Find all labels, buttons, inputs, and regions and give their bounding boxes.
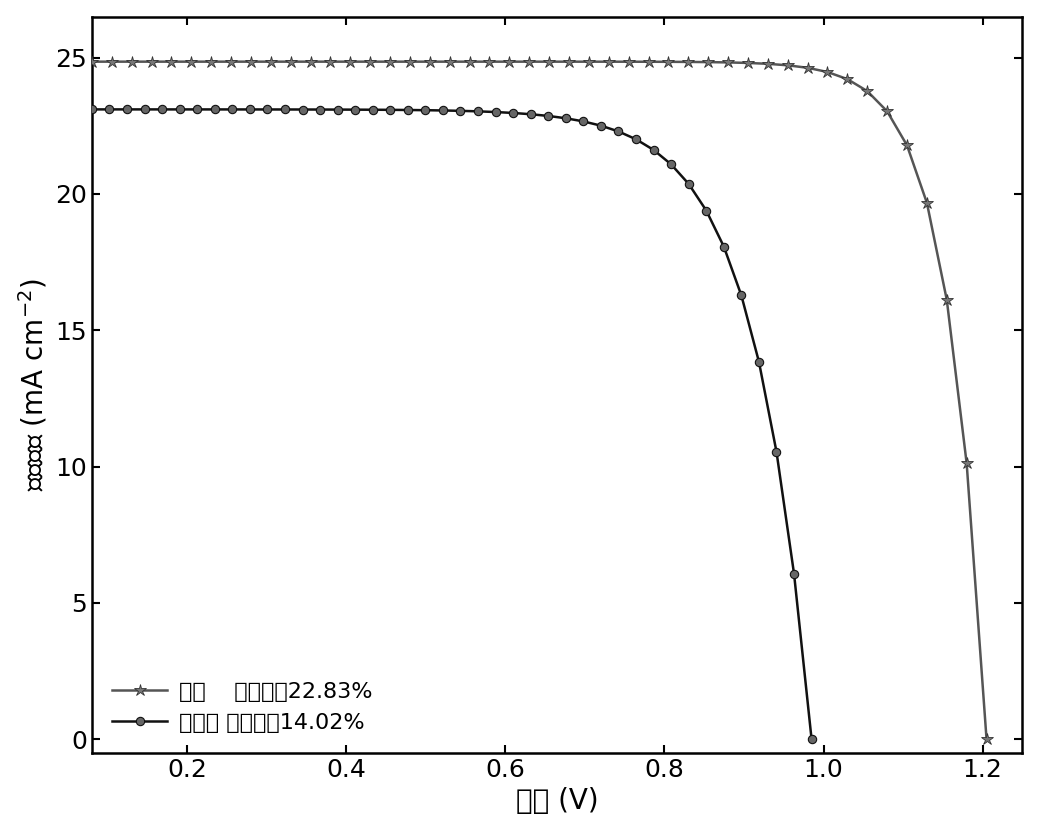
无掌杂 电池效率14.02% [156,104,168,114]
掌杂    电池效率22.83% [145,57,158,67]
无掌杂 电池效率14.02% [314,105,326,115]
无掌杂 电池效率14.02% [788,569,800,579]
无掌杂 电池效率14.02% [770,447,782,457]
掌杂    电池效率22.83% [503,57,515,67]
无掌杂 电池效率14.02% [647,145,660,155]
Line: 掌杂    电池效率22.83%: 掌杂 电池效率22.83% [85,56,993,745]
无掌杂 电池效率14.02% [243,105,256,115]
掌杂    电池效率22.83% [940,295,953,305]
无掌杂 电池效率14.02% [805,735,818,745]
掌杂    电池效率22.83% [106,57,118,67]
无掌杂 电池效率14.02% [261,105,273,115]
无掌杂 电池效率14.02% [525,109,537,119]
掌杂    电池效率22.83% [205,57,217,67]
掌杂    电池效率22.83% [563,57,576,67]
掌杂    电池效率22.83% [424,57,436,67]
掌杂    电池效率22.83% [742,58,754,68]
掌杂    电池效率22.83% [781,60,794,70]
掌杂    电池效率22.83% [622,57,635,67]
无掌杂 电池效率14.02% [736,290,748,300]
无掌杂 电池效率14.02% [630,134,642,144]
掌杂    电池效率22.83% [244,57,257,67]
掌杂    电池效率22.83% [702,57,715,67]
掌杂    电池效率22.83% [404,57,417,67]
掌杂    电池效率22.83% [126,57,138,67]
无掌杂 电池效率14.02% [296,105,309,115]
无掌杂 电池效率14.02% [507,108,520,118]
掌杂    电池效率22.83% [85,57,98,67]
掌杂    电池效率22.83% [821,67,833,77]
Y-axis label: 电流密度 (mA cm$^{-2}$): 电流密度 (mA cm$^{-2}$) [17,279,50,491]
掌杂    电池效率22.83% [185,57,197,67]
掌杂    电池效率22.83% [662,57,674,67]
掌杂    电池效率22.83% [722,57,735,67]
无掌杂 电池效率14.02% [683,179,695,189]
无掌杂 电池效率14.02% [560,113,572,123]
无掌杂 电池效率14.02% [349,105,362,115]
无掌杂 电池效率14.02% [402,105,415,115]
掌杂    电池效率22.83% [603,57,615,67]
无掌杂 电池效率14.02% [367,105,379,115]
掌杂    电池效率22.83% [304,57,317,67]
X-axis label: 电压 (V): 电压 (V) [515,787,598,815]
掌杂    电池效率22.83% [583,57,595,67]
无掌杂 电池效率14.02% [718,241,730,251]
掌杂    电池效率22.83% [801,62,814,72]
掌杂    电池效率22.83% [483,57,496,67]
无掌杂 电池效率14.02% [419,105,431,115]
掌杂    电池效率22.83% [901,141,913,151]
无掌杂 电池效率14.02% [472,106,484,116]
掌杂    电池效率22.83% [364,57,376,67]
无掌杂 电池效率14.02% [612,126,624,136]
无掌杂 电池效率14.02% [138,104,151,114]
掌杂    电池效率22.83% [762,59,774,69]
掌杂    电池效率22.83% [981,735,993,745]
无掌杂 电池效率14.02% [489,107,502,117]
无掌杂 电池效率14.02% [331,105,344,115]
无掌杂 电池效率14.02% [542,111,555,121]
无掌杂 电池效率14.02% [174,104,186,114]
掌杂    电池效率22.83% [224,57,237,67]
无掌杂 电池效率14.02% [752,357,765,367]
无掌杂 电池效率14.02% [227,105,239,115]
掌杂    电池效率22.83% [523,57,535,67]
掌杂    电池效率22.83% [960,458,973,468]
无掌杂 电池效率14.02% [665,160,677,170]
掌杂    电池效率22.83% [463,57,476,67]
掌杂    电池效率22.83% [265,57,277,67]
掌杂    电池效率22.83% [682,57,694,67]
无掌杂 电池效率14.02% [191,105,204,115]
无掌杂 电池效率14.02% [594,121,607,131]
无掌杂 电池效率14.02% [384,105,397,115]
掌杂    电池效率22.83% [881,106,894,116]
Line: 无掌杂 电池效率14.02%: 无掌杂 电池效率14.02% [87,105,816,744]
无掌杂 电池效率14.02% [278,105,291,115]
掌杂    电池效率22.83% [285,57,297,67]
掌杂    电池效率22.83% [642,57,655,67]
无掌杂 电池效率14.02% [85,104,98,114]
掌杂    电池效率22.83% [861,86,874,96]
无掌杂 电池效率14.02% [700,206,713,215]
无掌杂 电池效率14.02% [577,116,589,126]
掌杂    电池效率22.83% [165,57,178,67]
无掌杂 电池效率14.02% [121,104,133,114]
无掌杂 电池效率14.02% [454,106,467,116]
Legend: 掌杂    电池效率22.83%, 无掌杂 电池效率14.02%: 掌杂 电池效率22.83%, 无掌杂 电池效率14.02% [103,673,381,742]
掌杂    电池效率22.83% [842,74,854,84]
无掌杂 电池效率14.02% [103,104,115,114]
掌杂    电池效率22.83% [344,57,356,67]
掌杂    电池效率22.83% [921,198,933,208]
掌杂    电池效率22.83% [543,57,556,67]
无掌杂 电池效率14.02% [209,105,221,115]
掌杂    电池效率22.83% [324,57,337,67]
掌杂    电池效率22.83% [383,57,396,67]
掌杂    电池效率22.83% [444,57,456,67]
无掌杂 电池效率14.02% [436,106,449,116]
